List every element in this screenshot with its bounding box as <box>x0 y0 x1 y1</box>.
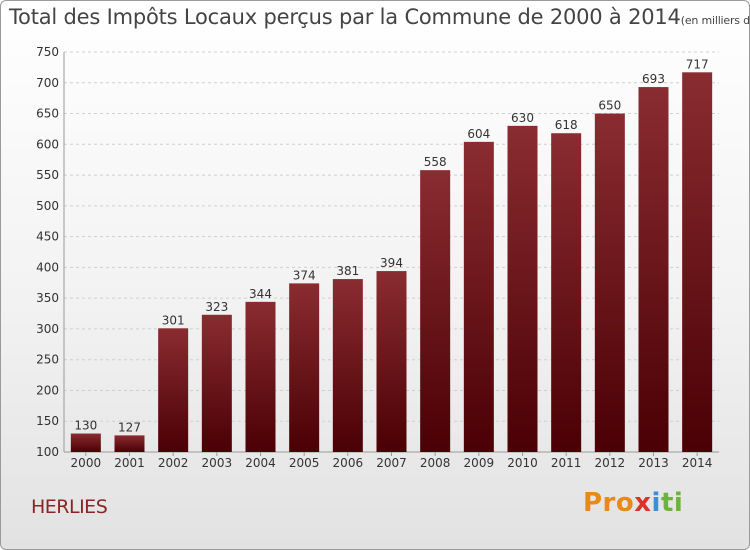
logo-part-3: i <box>651 488 661 518</box>
y-tick-label-100: 100 <box>36 445 59 459</box>
bar-2007 <box>376 271 407 452</box>
bar-value-label-2010: 630 <box>511 111 534 125</box>
chart-title-unit: (en milliers d'€) <box>680 14 750 27</box>
x-tick-label-2001: 2001 <box>114 456 145 470</box>
proxiti-logo: Proxiti <box>583 488 683 518</box>
bar-value-label-2000: 130 <box>74 419 97 433</box>
x-tick-label-2011: 2011 <box>551 456 582 470</box>
chart-title-text: Total des Impôts Locaux perçus par la Co… <box>9 5 681 29</box>
logo-part-4: ti <box>660 488 684 518</box>
logo-part-1: Pro <box>583 488 635 518</box>
y-tick-label-200: 200 <box>36 383 59 397</box>
x-tick-label-2010: 2010 <box>507 456 538 470</box>
bar-2003 <box>201 314 232 452</box>
bar-2001 <box>114 435 145 452</box>
y-tick-label-550: 550 <box>36 168 59 182</box>
bar-value-label-2008: 558 <box>424 155 447 169</box>
labels: 100 150 200 250 300 350 400 450 500 550 600 650 700 7… <box>36 45 712 470</box>
bar-value-label-2002: 301 <box>162 313 185 327</box>
y-tick-label-350: 350 <box>36 291 59 305</box>
bar-value-label-2004: 344 <box>249 287 272 301</box>
x-tick-label-2004: 2004 <box>245 456 276 470</box>
x-tick-label-2007: 2007 <box>376 456 407 470</box>
x-tick-label-2002: 2002 <box>158 456 189 470</box>
chart-title: Total des Impôts Locaux perçus par la Co… <box>9 5 749 29</box>
y-tick-label-250: 250 <box>36 353 59 367</box>
bar-2009 <box>463 141 494 452</box>
bar-2014 <box>682 72 713 453</box>
bar-value-label-2001: 127 <box>118 420 141 434</box>
bar-value-label-2013: 693 <box>642 72 665 86</box>
bar-value-label-2012: 650 <box>598 99 621 113</box>
bar-2006 <box>332 279 363 452</box>
x-tick-label-2014: 2014 <box>682 456 713 470</box>
bar-2002 <box>158 328 189 452</box>
bar-2004 <box>245 301 276 452</box>
y-tick-label-500: 500 <box>36 199 59 213</box>
bar-2010 <box>507 125 538 452</box>
y-tick-label-650: 650 <box>36 107 59 121</box>
logo-part-2: x <box>634 488 652 518</box>
bar-value-label-2003: 323 <box>205 300 228 314</box>
y-tick-label-300: 300 <box>36 322 59 336</box>
y-tick-label-400: 400 <box>36 260 59 274</box>
bar-value-label-2014: 717 <box>686 57 709 71</box>
bar-value-label-2011: 618 <box>555 118 578 132</box>
y-tick-label-600: 600 <box>36 137 59 151</box>
bar-value-label-2006: 381 <box>336 264 359 278</box>
bar-2011 <box>551 133 582 452</box>
x-tick-label-2009: 2009 <box>464 456 495 470</box>
y-tick-label-750: 750 <box>36 45 59 59</box>
commune-name: HERLIES <box>31 496 108 518</box>
x-tick-label-2005: 2005 <box>289 456 320 470</box>
bar-value-label-2007: 394 <box>380 256 403 270</box>
x-tick-label-2012: 2012 <box>595 456 626 470</box>
x-tick-label-2008: 2008 <box>420 456 451 470</box>
y-tick-label-700: 700 <box>36 76 59 90</box>
bar-2013 <box>638 87 669 453</box>
bar-2008 <box>420 170 451 452</box>
x-tick-label-2003: 2003 <box>202 456 233 470</box>
bar-2005 <box>289 283 320 452</box>
y-tick-label-150: 150 <box>36 414 59 428</box>
x-tick-label-2000: 2000 <box>71 456 102 470</box>
bar-2000 <box>70 433 101 452</box>
bar-value-label-2009: 604 <box>467 127 490 141</box>
bar-2012 <box>594 113 625 453</box>
x-tick-label-2013: 2013 <box>638 456 669 470</box>
x-tick-label-2006: 2006 <box>333 456 364 470</box>
bars <box>70 72 713 453</box>
y-tick-label-450: 450 <box>36 230 59 244</box>
bar-value-label-2005: 374 <box>293 268 316 282</box>
